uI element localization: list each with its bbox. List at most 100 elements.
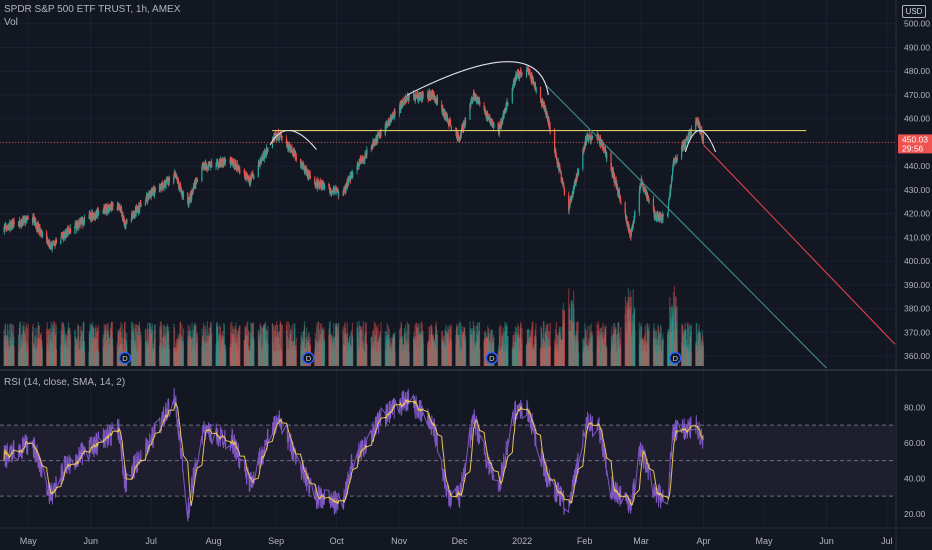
volume-bar bbox=[502, 336, 504, 366]
volume-bar bbox=[25, 342, 27, 366]
volume-bar bbox=[295, 345, 297, 366]
volume-bar bbox=[458, 339, 460, 366]
volume-bar bbox=[349, 343, 351, 366]
volume-bar bbox=[124, 332, 126, 366]
candle-down bbox=[549, 123, 551, 131]
candle-down bbox=[602, 144, 605, 148]
volume-bar bbox=[133, 335, 135, 366]
volume-bar bbox=[386, 343, 388, 366]
candle-down bbox=[543, 102, 545, 110]
volume-bar bbox=[529, 330, 531, 366]
volume-bar bbox=[149, 322, 151, 366]
volume-bar bbox=[556, 334, 559, 366]
volume-bar bbox=[49, 344, 51, 366]
volume-bar bbox=[402, 346, 404, 366]
volume-bar bbox=[51, 323, 54, 366]
volume-bar bbox=[547, 331, 549, 366]
volume-bar bbox=[362, 350, 364, 366]
volume-bar bbox=[179, 322, 181, 366]
volume-bar bbox=[40, 334, 42, 366]
volume-bar bbox=[444, 329, 446, 366]
volume-bar bbox=[83, 340, 85, 366]
volume-bar bbox=[592, 334, 594, 366]
volume-bar bbox=[275, 351, 278, 366]
volume-bar bbox=[499, 350, 501, 366]
volume-bar bbox=[346, 334, 348, 366]
volume-bar bbox=[49, 339, 51, 366]
candle-up bbox=[366, 148, 368, 156]
volume-bar bbox=[402, 350, 404, 366]
volume-bar bbox=[252, 322, 255, 366]
candle-down bbox=[545, 108, 547, 115]
candle-down bbox=[334, 189, 336, 190]
volume-bar bbox=[74, 337, 77, 366]
volume-bar bbox=[349, 347, 351, 366]
volume-bar bbox=[431, 339, 433, 366]
volume-bar bbox=[39, 338, 41, 366]
volume-bar bbox=[135, 324, 138, 366]
volume-bar bbox=[31, 331, 34, 366]
volume-bar bbox=[134, 328, 136, 366]
volume-bar bbox=[92, 327, 94, 366]
candle-down bbox=[612, 169, 614, 175]
volume-bar bbox=[389, 343, 392, 366]
volume-bar bbox=[276, 324, 279, 366]
volume-bar bbox=[456, 326, 458, 366]
volume-bar bbox=[331, 335, 333, 366]
candle-down bbox=[532, 78, 534, 82]
volume-bar bbox=[163, 324, 165, 366]
volume-bar bbox=[4, 323, 7, 366]
volume-bar bbox=[544, 342, 546, 366]
volume-bar bbox=[314, 351, 316, 366]
volume-bar bbox=[251, 337, 253, 366]
candle-up bbox=[201, 167, 203, 181]
volume-bar bbox=[306, 327, 308, 366]
volume-bar bbox=[448, 343, 451, 366]
candle-down bbox=[261, 155, 263, 160]
candle-up bbox=[322, 185, 324, 189]
candle-up bbox=[592, 136, 594, 138]
volume-bar bbox=[145, 342, 147, 366]
volume-bar bbox=[9, 337, 11, 366]
volume-bar bbox=[111, 332, 113, 366]
volume-bar bbox=[543, 347, 545, 366]
volume-bar bbox=[162, 344, 164, 366]
volume-bar bbox=[335, 323, 337, 366]
candle-up bbox=[577, 169, 580, 174]
volume-bar bbox=[75, 336, 77, 366]
volume-bar bbox=[159, 326, 161, 366]
volume-bar bbox=[587, 349, 589, 366]
volume-bar bbox=[201, 328, 203, 366]
candle-down bbox=[626, 217, 628, 223]
volume-bar bbox=[500, 326, 502, 366]
volume-bar bbox=[526, 345, 528, 366]
volume-bar bbox=[575, 330, 577, 366]
volume-bar bbox=[422, 343, 424, 366]
volume-bar bbox=[66, 340, 68, 366]
volume-bar bbox=[154, 324, 156, 366]
volume-bar bbox=[531, 322, 533, 366]
volume-bar bbox=[96, 327, 98, 366]
volume-bar bbox=[584, 322, 586, 366]
volume-bar bbox=[279, 321, 282, 366]
volume-bar bbox=[373, 345, 375, 366]
volume-bar bbox=[366, 344, 368, 366]
volume-bar bbox=[470, 328, 473, 366]
volume-bar bbox=[533, 351, 535, 366]
volume-bar bbox=[11, 323, 13, 366]
volume-bar bbox=[376, 352, 378, 366]
candle-down bbox=[436, 97, 439, 104]
candle-up bbox=[272, 137, 275, 140]
volume-bar bbox=[65, 334, 68, 366]
volume-bar bbox=[554, 339, 556, 366]
volume-bar bbox=[318, 321, 320, 366]
volume-bar bbox=[8, 323, 11, 366]
volume-bar bbox=[164, 339, 167, 366]
volume-bar bbox=[208, 342, 210, 366]
volume-bar bbox=[582, 338, 585, 366]
volume-bar bbox=[322, 339, 324, 366]
volume-bar bbox=[6, 350, 8, 366]
volume-bar bbox=[278, 331, 280, 366]
volume-bar bbox=[345, 352, 347, 366]
